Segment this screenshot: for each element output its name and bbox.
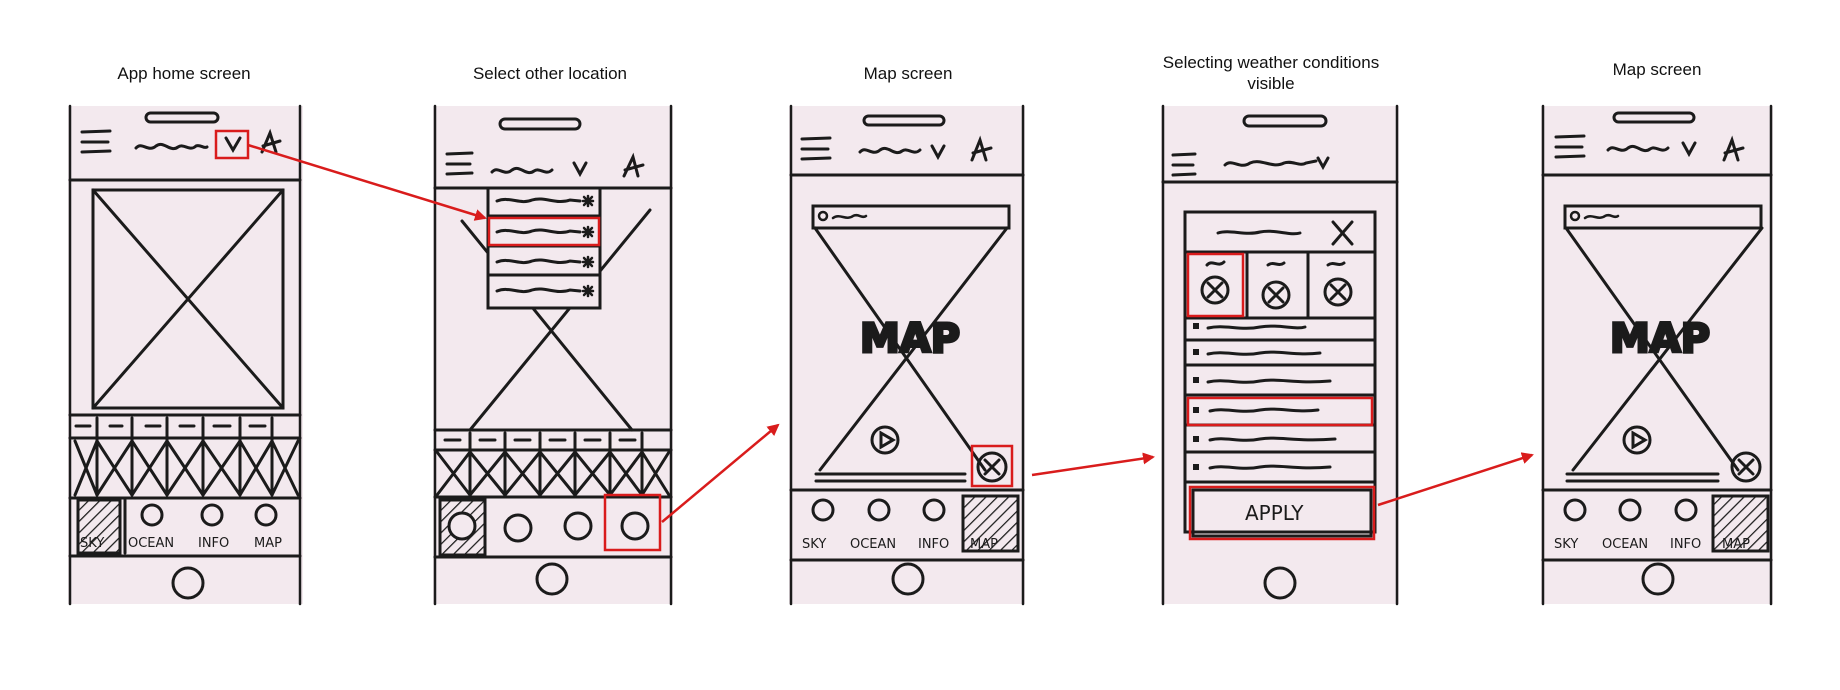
highlight-map-tab — [603, 493, 662, 552]
tab-sky-label: SKY — [802, 537, 826, 552]
tab-info-label: INFO — [198, 536, 229, 551]
map-search-bar[interactable] — [811, 204, 1011, 230]
map-word: MAP — [1610, 316, 1710, 362]
play-icon[interactable] — [870, 425, 900, 455]
phone-home-screen — [68, 104, 303, 606]
map-word: MAP — [860, 316, 960, 362]
hamburger-menu-icon[interactable] — [1171, 152, 1197, 177]
timeline-slider[interactable] — [1565, 472, 1720, 483]
condition-toggle-1[interactable] — [1200, 260, 1230, 305]
arrow-apply-to-map — [1377, 452, 1534, 507]
tab-bar — [1563, 494, 1770, 553]
user-icon[interactable] — [260, 128, 282, 154]
arrow-dropdown-to-list — [247, 143, 487, 221]
highlight-condition-row — [1186, 396, 1374, 427]
chevron-down-icon — [930, 144, 946, 161]
map-placeholder — [813, 226, 1009, 472]
tab-sky-label: SKY — [1554, 537, 1578, 552]
highlight-weather-toggle — [970, 444, 1014, 488]
highlight-condition-toggle — [1186, 252, 1245, 318]
tab-bar — [68, 498, 302, 558]
hamburger-menu-icon[interactable] — [80, 129, 112, 154]
location-dropdown-list[interactable] — [486, 186, 602, 310]
home-button-icon[interactable] — [891, 562, 925, 596]
map-search-bar[interactable] — [1563, 204, 1763, 230]
home-button-icon[interactable] — [1263, 566, 1297, 600]
tab-ocean-label: OCEAN — [850, 537, 896, 552]
chevron-down-icon[interactable] — [224, 136, 242, 153]
map-placeholder — [1564, 226, 1764, 472]
highlight-apply-button — [1188, 485, 1376, 541]
tab-ocean-label: OCEAN — [1602, 537, 1648, 552]
user-icon — [1722, 135, 1745, 162]
home-button-icon[interactable] — [1641, 562, 1675, 596]
hero-image-placeholder — [91, 188, 285, 410]
chevron-down-icon — [1681, 141, 1697, 158]
hamburger-menu-icon[interactable] — [445, 151, 474, 176]
chevron-down-icon — [572, 161, 588, 178]
weather-toggle-icon[interactable] — [976, 451, 1008, 483]
condition-toggle-3[interactable] — [1323, 261, 1353, 307]
close-icon[interactable] — [1331, 220, 1354, 246]
apply-button-label: APPLY — [1245, 501, 1304, 525]
tab-ocean-label: OCEAN — [128, 536, 174, 551]
arrow-toggle-to-panel — [1031, 452, 1155, 477]
flow-arrows — [247, 143, 1534, 523]
condition-toggle-2[interactable] — [1261, 261, 1291, 310]
timeline-slider[interactable] — [814, 472, 967, 483]
conditions-list — [1183, 323, 1377, 484]
hamburger-menu-icon[interactable] — [800, 136, 832, 161]
phone-weather-conditions — [1161, 104, 1399, 606]
tab-bar — [433, 498, 673, 559]
phone-map-screen: MAP — [789, 104, 1025, 606]
tab-bar — [811, 494, 1020, 553]
caption-home: App home screen — [117, 64, 251, 83]
tab-map-label: MAP — [970, 537, 998, 552]
phone-map-screen-result: MAP — [1541, 104, 1773, 606]
caption-select-location: Select other location — [472, 64, 628, 83]
hamburger-menu-icon[interactable] — [1554, 134, 1586, 159]
tab-info-label: INFO — [918, 537, 949, 552]
caption-map-2: Map screen — [1612, 60, 1702, 79]
highlight-selected-location — [487, 216, 601, 247]
apply-button[interactable]: APPLY — [1191, 488, 1373, 538]
tab-info-label: INFO — [1670, 537, 1701, 552]
home-button-icon[interactable] — [535, 562, 569, 596]
tab-map-label: MAP — [1722, 537, 1750, 552]
caption-map-1: Map screen — [863, 64, 953, 83]
tab-map-label: MAP — [254, 536, 282, 551]
chevron-down-icon — [1316, 156, 1330, 171]
home-button-icon[interactable] — [171, 566, 205, 600]
forecast-strip — [68, 413, 302, 500]
arrow-map-tab-to-map — [661, 423, 780, 523]
phone-1-tab-labels: SKY OCEAN INFO MAP — [80, 536, 282, 551]
user-icon — [970, 135, 993, 162]
phone-select-location — [433, 104, 673, 606]
star-icon — [581, 194, 595, 298]
weather-toggle-icon[interactable] — [1730, 451, 1762, 483]
highlight-location-dropdown — [214, 129, 250, 160]
phone-3-tab-labels: SKY OCEAN INFO MAP — [802, 537, 998, 552]
forecast-strip — [433, 428, 673, 499]
caption-weather-conditions: Selecting weather conditions visible — [1162, 53, 1380, 93]
tab-sky-label: SKY — [80, 536, 104, 551]
user-icon — [622, 152, 645, 178]
location-title-scribble — [134, 142, 209, 151]
weather-conditions-panel — [1183, 210, 1377, 534]
phone-5-tab-labels: SKY OCEAN INFO MAP — [1554, 537, 1750, 552]
play-icon[interactable] — [1622, 425, 1652, 455]
